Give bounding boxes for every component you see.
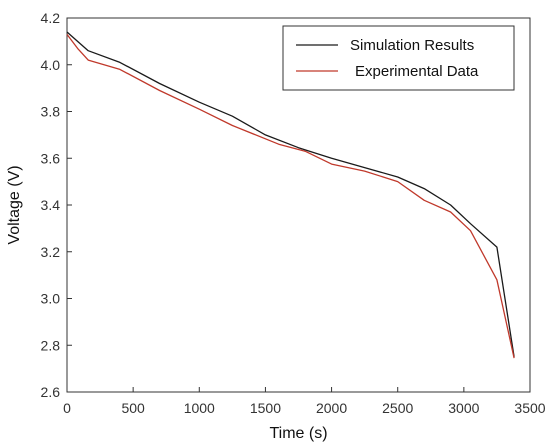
legend-label-experimental: Experimental Data [355,63,479,80]
legend-box [282,25,515,91]
series-line-simulation [66,31,515,358]
y-tick-label: 4.0 [41,57,61,73]
series-line-experimental [66,34,515,359]
y-axis-title: Voltage (V) [6,165,23,244]
x-tick-label: 3500 [514,400,545,416]
y-tick-label: 2.8 [41,337,61,353]
x-axis-ticks: 0 500 1000 1500 2000 2500 3000 3500 [63,387,546,416]
y-tick-label: 2.6 [41,384,61,400]
series-layer [66,31,515,359]
y-tick-label: 3.6 [41,150,61,166]
x-tick-label: 2500 [382,400,413,416]
y-axis-ticks: 2.6 2.8 3.0 3.2 3.4 3.6 3.8 4.0 4.2 [41,10,72,400]
x-tick-label: 1000 [184,400,215,416]
x-tick-label: 0 [63,400,71,416]
x-tick-label: 3000 [448,400,479,416]
x-tick-label: 500 [121,400,145,416]
y-tick-label: 3.0 [41,291,61,307]
legend: Simulation Results Experimental Data [282,25,515,91]
x-tick-label: 1500 [250,400,281,416]
x-axis-title: Time (s) [269,425,327,442]
y-tick-label: 4.2 [41,10,61,26]
y-tick-label: 3.4 [41,197,61,213]
y-tick-label: 3.2 [41,244,61,260]
y-tick-label: 3.8 [41,104,61,120]
x-tick-label: 2000 [316,400,347,416]
legend-label-simulation: Simulation Results [350,37,474,54]
